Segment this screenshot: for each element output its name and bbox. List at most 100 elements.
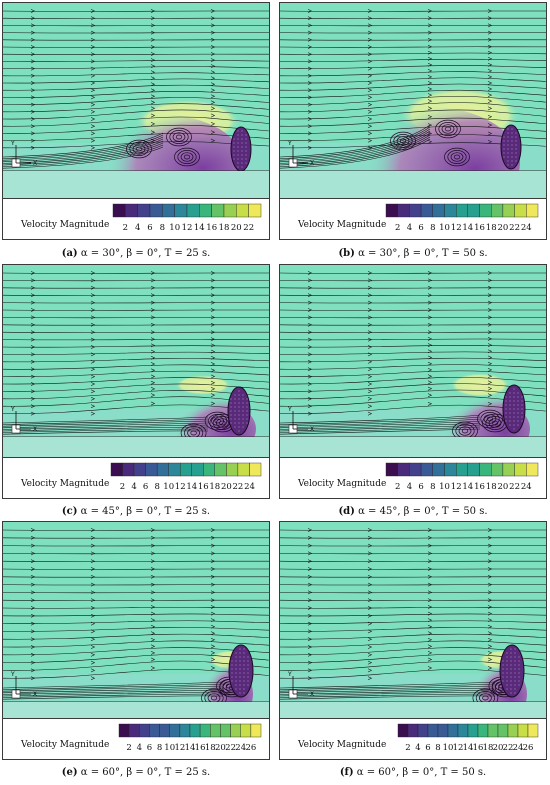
mesh-dot — [235, 652, 237, 654]
mesh-dot — [510, 668, 512, 670]
streamline — [280, 660, 546, 671]
streamline — [3, 383, 269, 392]
colorbar-tick-label: 6 — [425, 743, 430, 753]
flow-arrow — [427, 308, 433, 312]
flow-arrow — [150, 9, 156, 13]
colorbar-d: 2 4 6 8 10 12 14 16 18 20 22 24 — [385, 462, 539, 492]
flow-arrow — [487, 528, 493, 532]
streamline — [3, 364, 269, 370]
flow-arrow — [90, 330, 96, 335]
vortices — [126, 127, 200, 167]
colorbar-cell — [385, 203, 398, 218]
flow-arrow — [427, 322, 433, 327]
vortex-loop — [438, 122, 458, 136]
mesh-dot — [509, 420, 511, 422]
streamline — [3, 620, 269, 624]
colorbar-tick-label: 24 — [521, 482, 532, 492]
flow-arrow — [30, 16, 36, 21]
mesh-dot — [513, 396, 515, 398]
streamline — [3, 351, 269, 355]
mesh-dot — [233, 146, 235, 148]
flow-arrow — [30, 582, 36, 587]
flow-arrow — [367, 676, 373, 681]
flow-arrow — [307, 102, 313, 107]
flow-arrow — [90, 37, 96, 42]
flow-arrow — [30, 52, 36, 57]
mesh-dot — [507, 148, 509, 150]
flow-arrow — [367, 95, 373, 100]
flow-arrow — [90, 676, 96, 681]
flow-arrow — [307, 574, 313, 579]
flow-arrow — [427, 87, 433, 91]
streamline — [280, 71, 546, 77]
streamline — [280, 383, 546, 392]
mesh-dot — [509, 424, 511, 426]
colorbar-tick-label: 20 — [221, 482, 232, 492]
flow-arrow — [210, 271, 216, 275]
flow-arrow — [487, 300, 493, 305]
colorbar-tick-label: 10 — [439, 482, 450, 492]
flow-arrow — [90, 45, 96, 49]
flow-arrow — [307, 131, 313, 136]
flow-arrow — [90, 138, 96, 143]
colorbar-cell — [502, 462, 515, 477]
x-axis-label: X — [310, 691, 314, 698]
wake-streamline — [280, 681, 496, 689]
flow-arrow — [367, 559, 373, 564]
vortex-loop — [210, 695, 218, 701]
streamlines — [280, 271, 546, 435]
flow-arrow — [30, 367, 36, 372]
streamline — [280, 109, 546, 120]
colorbar-tick-label: 12 — [182, 223, 193, 233]
wake-streamline — [280, 138, 431, 169]
mesh-dot — [521, 400, 523, 402]
vortex-loop — [180, 152, 194, 162]
flow-arrow — [307, 528, 313, 532]
mesh-dot — [241, 154, 243, 156]
vortex-loop — [485, 416, 505, 430]
streamline — [3, 133, 269, 141]
flow-arrow — [367, 352, 373, 357]
mesh-dot — [509, 408, 511, 410]
mesh-dot — [513, 408, 515, 410]
flow-arrow — [487, 535, 493, 540]
mesh-dot — [502, 664, 504, 666]
wake-streamline — [3, 134, 164, 159]
flow-arrow — [307, 676, 313, 681]
flow-arrow — [210, 308, 216, 312]
mesh-dot — [233, 150, 235, 152]
flow-arrow — [307, 551, 313, 556]
wake-streamline — [280, 130, 431, 163]
streamline — [280, 640, 546, 648]
streamline — [3, 640, 269, 648]
flow-arrow — [90, 567, 96, 571]
colorbar-legend-a: Velocity Magnitude 2 4 6 8 10 12 14 16 18 20 22 — [3, 198, 269, 239]
flow-arrow — [90, 411, 96, 416]
colorbar-tick-label: 26 — [245, 743, 256, 753]
colorbar-tick-label: 8 — [154, 482, 159, 492]
flow-arrow — [210, 605, 216, 609]
colorbar-cell — [174, 203, 188, 218]
flow-arrow — [367, 411, 373, 416]
mesh-dot — [521, 420, 523, 422]
flow-arrow — [367, 389, 373, 394]
flow-arrow — [90, 582, 96, 587]
flow-arrow — [367, 88, 373, 93]
mesh-dot — [507, 152, 509, 154]
mesh-dot — [233, 142, 235, 144]
streamlines — [3, 271, 269, 435]
mesh-dot — [239, 656, 241, 658]
flow-arrow — [150, 567, 156, 571]
flow-arrow — [367, 66, 373, 71]
mesh-dot — [510, 684, 512, 686]
mesh-dot — [239, 648, 241, 650]
mesh-dot — [235, 664, 237, 666]
wake-streamline — [3, 416, 209, 424]
flow-arrow — [427, 93, 433, 97]
flow-arrow — [150, 30, 156, 35]
mesh-dot — [239, 660, 241, 662]
flow-arrow — [150, 330, 156, 335]
mesh-dot — [510, 660, 512, 662]
flow-arrow — [307, 308, 313, 312]
